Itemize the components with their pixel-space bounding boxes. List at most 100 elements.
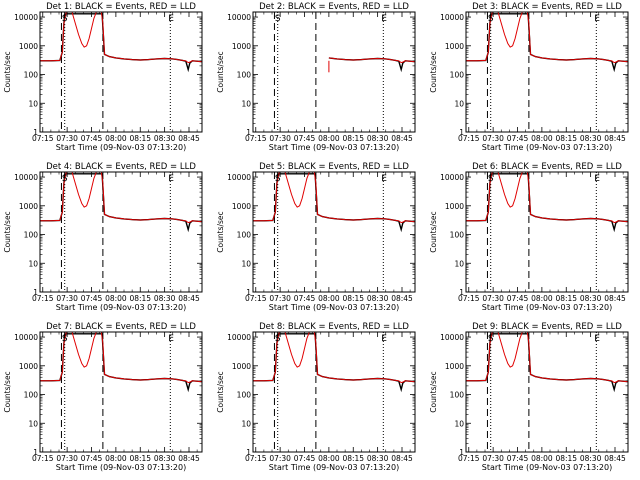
panel-det-9: Det 9: BLACK = Events, RED = LLD 1 10 100 10… bbox=[429, 322, 629, 472]
y-tick-label: 1 bbox=[246, 448, 251, 457]
y-tick-label: 10000 bbox=[227, 333, 251, 342]
x-tick-label: 07:15 bbox=[458, 294, 480, 303]
lld-series-line bbox=[40, 12, 202, 64]
y-tick-label: 10000 bbox=[227, 173, 251, 182]
plot-frame bbox=[252, 171, 416, 293]
y-tick-label: 10000 bbox=[14, 173, 38, 182]
marker-e: E bbox=[594, 334, 600, 344]
y-axis-label: Counts/sec bbox=[3, 211, 12, 252]
lld-series-line bbox=[253, 332, 415, 384]
y-tick-label: 10 bbox=[454, 99, 464, 108]
panel-title: Det 2: BLACK = Events, RED = LLD bbox=[259, 2, 409, 12]
y-tick-label: 100 bbox=[237, 231, 252, 240]
y-tick-label: 10 bbox=[454, 419, 464, 428]
x-tick-label: 08:00 bbox=[531, 134, 553, 143]
x-tick-label: 07:45 bbox=[294, 134, 316, 143]
x-tick-label: 08:45 bbox=[391, 454, 413, 463]
panel-det-2: Det 2: BLACK = Events, RED = LLD 1 10 100 10… bbox=[216, 2, 416, 152]
x-tick-label: 07:15 bbox=[245, 454, 267, 463]
y-tick-label: 10 bbox=[241, 419, 251, 428]
plot-series-group bbox=[253, 332, 415, 393]
x-tick-label: 07:15 bbox=[458, 454, 480, 463]
x-axis-label: Start Time (09-Nov-03 07:13:20) bbox=[269, 303, 399, 312]
plot-series-group bbox=[466, 12, 628, 73]
x-tick-label: 08:15 bbox=[342, 134, 364, 143]
y-axis-label: Counts/sec bbox=[216, 211, 225, 252]
panel-det-4: Det 4: BLACK = Events, RED = LLD 1 10 100 10… bbox=[3, 162, 203, 312]
y-tick-label: 1000 bbox=[232, 42, 251, 51]
marker-s: S bbox=[275, 334, 281, 344]
marker-e: E bbox=[168, 174, 174, 184]
marker-e: E bbox=[381, 174, 387, 184]
y-tick-label: 100 bbox=[450, 71, 465, 80]
x-tick-label: 08:30 bbox=[367, 134, 389, 143]
x-axis-label: Start Time (09-Nov-03 07:13:20) bbox=[482, 143, 612, 152]
y-tick-label: 100 bbox=[24, 71, 39, 80]
x-tick-label: 07:15 bbox=[245, 134, 267, 143]
marker-s: S bbox=[275, 14, 281, 24]
y-axis-label: Counts/sec bbox=[216, 371, 225, 412]
x-tick-label: 07:30 bbox=[269, 454, 291, 463]
x-axis-label: Start Time (09-Nov-03 07:13:20) bbox=[482, 463, 612, 472]
x-tick-label: 08:30 bbox=[580, 454, 602, 463]
x-tick-label: 07:45 bbox=[294, 454, 316, 463]
plot-series-group bbox=[40, 12, 202, 73]
y-tick-label: 10 bbox=[28, 259, 38, 268]
y-tick-label: 10000 bbox=[14, 13, 38, 22]
y-tick-label: 10 bbox=[241, 259, 251, 268]
x-tick-label: 08:00 bbox=[531, 454, 553, 463]
y-axis-label: Counts/sec bbox=[3, 371, 12, 412]
plot-series-group bbox=[253, 172, 415, 233]
y-tick-label: 1 bbox=[33, 288, 38, 297]
panel-title: Det 3: BLACK = Events, RED = LLD bbox=[472, 2, 622, 12]
x-tick-label: 08:30 bbox=[154, 454, 176, 463]
x-tick-label: 08:30 bbox=[154, 294, 176, 303]
y-tick-label: 1 bbox=[459, 288, 464, 297]
y-tick-label: 100 bbox=[450, 231, 465, 240]
marker-s: S bbox=[62, 14, 68, 24]
x-tick-label: 07:30 bbox=[482, 134, 504, 143]
marker-e: E bbox=[168, 14, 174, 24]
x-tick-label: 08:45 bbox=[391, 294, 413, 303]
y-tick-label: 1 bbox=[33, 128, 38, 137]
panel-title: Det 7: BLACK = Events, RED = LLD bbox=[46, 322, 196, 332]
x-tick-label: 08:00 bbox=[105, 454, 127, 463]
x-tick-label: 07:15 bbox=[32, 134, 54, 143]
x-tick-label: 07:30 bbox=[482, 454, 504, 463]
x-tick-label: 08:45 bbox=[604, 134, 626, 143]
plot-frame bbox=[39, 11, 203, 133]
x-tick-label: 08:00 bbox=[105, 134, 127, 143]
marker-s: S bbox=[275, 174, 281, 184]
x-tick-label: 08:15 bbox=[555, 134, 577, 143]
x-tick-label: 08:45 bbox=[178, 134, 200, 143]
marker-s: S bbox=[488, 174, 494, 184]
plot-series-group bbox=[40, 172, 202, 233]
y-tick-label: 1000 bbox=[232, 202, 251, 211]
y-tick-label: 100 bbox=[450, 391, 465, 400]
y-tick-label: 1 bbox=[246, 288, 251, 297]
x-tick-label: 08:15 bbox=[129, 134, 151, 143]
y-tick-label: 10 bbox=[28, 99, 38, 108]
plot-frame bbox=[465, 331, 629, 453]
x-tick-label: 08:00 bbox=[318, 134, 340, 143]
panel-title: Det 4: BLACK = Events, RED = LLD bbox=[46, 162, 196, 172]
marker-e: E bbox=[594, 174, 600, 184]
y-tick-label: 10000 bbox=[227, 13, 251, 22]
y-tick-label: 1000 bbox=[19, 362, 38, 371]
x-tick-label: 07:45 bbox=[294, 294, 316, 303]
x-tick-label: 07:30 bbox=[269, 134, 291, 143]
x-tick-label: 07:30 bbox=[482, 294, 504, 303]
x-tick-label: 08:15 bbox=[555, 294, 577, 303]
plot-series-group bbox=[40, 332, 202, 393]
lld-series-line bbox=[253, 172, 415, 224]
y-tick-label: 10000 bbox=[440, 173, 464, 182]
y-tick-label: 1000 bbox=[445, 362, 464, 371]
plot-series-group bbox=[466, 172, 628, 233]
y-tick-label: 1 bbox=[459, 128, 464, 137]
x-tick-label: 07:45 bbox=[507, 294, 529, 303]
panel-title: Det 9: BLACK = Events, RED = LLD bbox=[472, 322, 622, 332]
y-tick-label: 10000 bbox=[14, 333, 38, 342]
x-tick-label: 08:00 bbox=[318, 294, 340, 303]
panel-title: Det 8: BLACK = Events, RED = LLD bbox=[259, 322, 409, 332]
y-tick-label: 10000 bbox=[440, 333, 464, 342]
